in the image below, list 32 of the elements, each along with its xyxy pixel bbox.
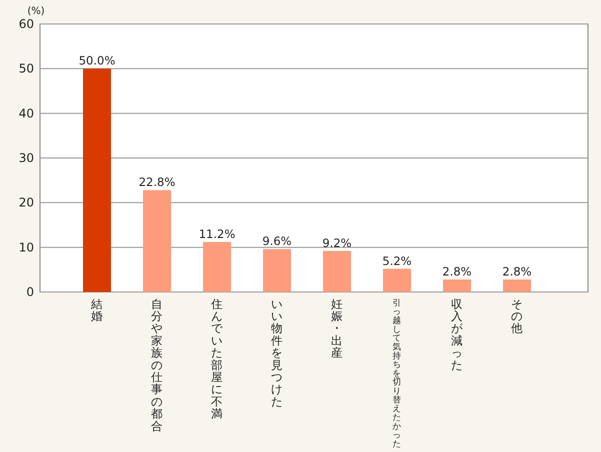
category-label: 引っ越して気持ちを切り替えたかった — [392, 298, 402, 450]
y-tick-label: 60 — [18, 17, 34, 31]
bar — [203, 242, 231, 292]
bar — [263, 249, 291, 292]
y-tick-label: 50 — [18, 62, 34, 76]
category-label: いい物件を見つけた — [271, 296, 283, 408]
data-label: 11.2% — [198, 226, 236, 241]
data-label: 22.8% — [138, 175, 176, 190]
x-tick-label: 妊娠・出産 — [331, 296, 343, 360]
data-label: 5.2% — [382, 254, 412, 268]
y-tick-label: 20 — [18, 196, 34, 210]
x-tick-label: その他 — [511, 296, 523, 336]
data-label: 9.2% — [322, 236, 352, 250]
bar — [83, 68, 111, 292]
data-label: 50.0% — [78, 54, 116, 68]
data-label: 2.8% — [442, 264, 472, 278]
category-label: 住んでいた部屋に不満 — [211, 296, 223, 421]
bar — [443, 279, 471, 292]
y-tick-label: 40 — [18, 106, 34, 120]
bar — [503, 279, 531, 292]
x-tick-label: 収入が減った — [451, 296, 464, 372]
data-label: 9.6% — [262, 234, 292, 248]
x-tick-label: 結婚 — [90, 296, 103, 323]
y-axis-title: (%) — [27, 6, 45, 17]
y-tick-label: 0 — [26, 285, 34, 299]
y-tick-label: 10 — [18, 240, 34, 254]
bar — [143, 190, 171, 292]
category-label: 自分や家族の仕事の都合 — [151, 296, 163, 433]
data-label: 2.8% — [502, 264, 532, 278]
bar — [383, 268, 411, 292]
bar — [323, 250, 351, 292]
y-tick-label: 30 — [18, 151, 34, 165]
